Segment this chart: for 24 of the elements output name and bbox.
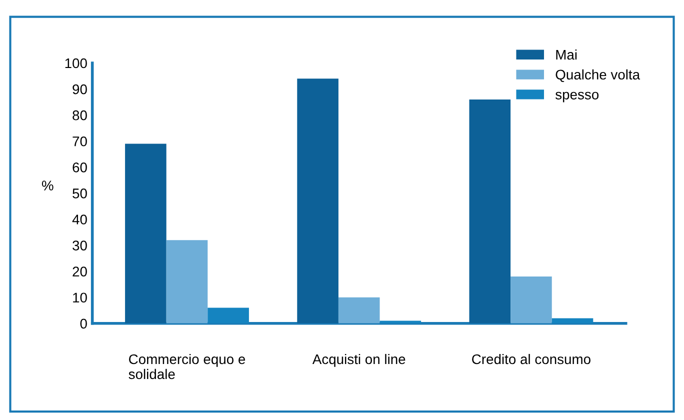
- y-tick-label: 20: [72, 266, 87, 276]
- y-tick-label: 100: [65, 58, 87, 68]
- y-tick-label: 60: [72, 162, 87, 172]
- bar: [469, 99, 511, 324]
- legend-label: Qualche volta: [556, 69, 640, 82]
- bar: [338, 297, 380, 324]
- bar: [297, 78, 338, 324]
- y-tick-label: 0: [80, 318, 87, 329]
- x-tick-label: Credito al consumo: [472, 354, 590, 364]
- y-tick-label: 70: [72, 136, 87, 146]
- y-tick-label: 50: [72, 188, 87, 198]
- legend-label: Mai: [556, 49, 577, 60]
- legend-label: spesso: [556, 92, 599, 102]
- y-tick-label: 80: [72, 110, 87, 120]
- y-axis-title: %: [42, 180, 54, 190]
- y-tick-label: 10: [73, 292, 87, 303]
- y-tick-label: 30: [72, 240, 87, 250]
- bar: [166, 240, 208, 324]
- x-tick-label: Commercio equo e solidale: [128, 354, 246, 380]
- y-tick-label: 90: [72, 84, 87, 94]
- y-tick-label: 40: [72, 214, 87, 224]
- x-tick-label: Acquisti on line: [312, 354, 406, 367]
- bar: [125, 144, 166, 324]
- bar: [510, 276, 552, 324]
